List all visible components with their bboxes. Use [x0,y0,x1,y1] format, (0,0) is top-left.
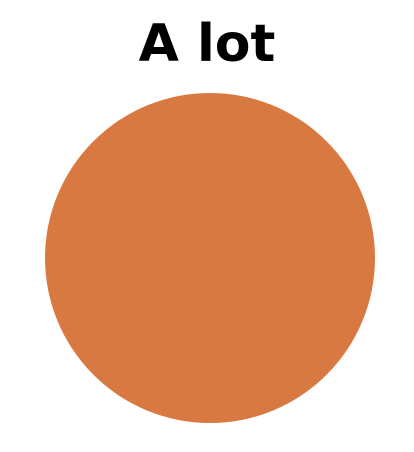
pie-slices [45,93,375,423]
pie-slice [45,93,375,423]
chart-title: A lot [138,14,276,74]
